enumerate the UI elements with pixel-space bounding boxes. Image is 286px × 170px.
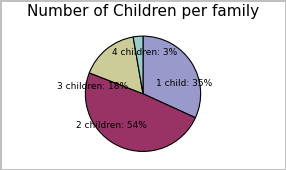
Wedge shape — [89, 37, 143, 94]
Text: 1 child: 35%: 1 child: 35% — [156, 79, 212, 88]
Text: 3 children: 18%: 3 children: 18% — [57, 82, 128, 91]
Text: 4 children: 3%: 4 children: 3% — [112, 48, 177, 57]
Text: 2 children: 54%: 2 children: 54% — [76, 121, 147, 130]
Wedge shape — [85, 73, 195, 151]
Wedge shape — [133, 36, 143, 94]
Wedge shape — [143, 36, 201, 118]
Title: Number of Children per family: Number of Children per family — [27, 4, 259, 19]
